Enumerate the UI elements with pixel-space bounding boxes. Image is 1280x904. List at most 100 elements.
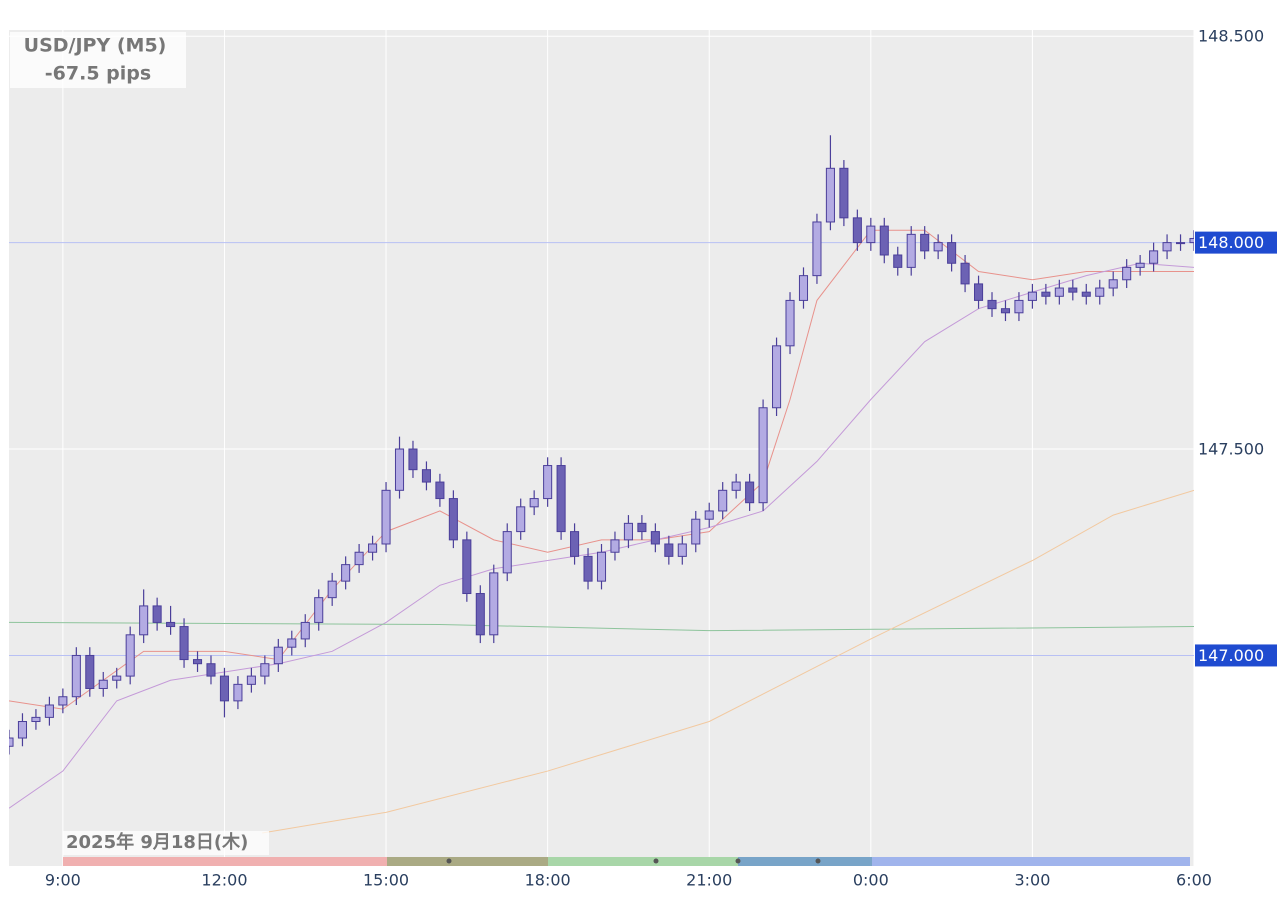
candle-body bbox=[1122, 266, 1132, 281]
candle-body bbox=[9, 737, 14, 747]
chart-subtitle: -67.5 pips bbox=[45, 63, 151, 85]
x-tick-label: 15:00 bbox=[363, 871, 409, 890]
candle-body bbox=[745, 481, 755, 504]
candle-body bbox=[300, 621, 310, 640]
candle-body bbox=[677, 543, 687, 557]
candle-body bbox=[179, 626, 189, 661]
candle-body bbox=[543, 465, 553, 500]
candle-body bbox=[637, 522, 647, 533]
candle-body bbox=[31, 716, 41, 723]
candle-body bbox=[435, 481, 445, 500]
candle-body bbox=[448, 498, 458, 541]
candle-body bbox=[610, 539, 620, 553]
session bbox=[548, 857, 738, 866]
candle-body bbox=[125, 634, 135, 677]
candle-body bbox=[341, 564, 351, 582]
y-tick-highlight bbox=[1195, 231, 1277, 254]
candle-body bbox=[381, 489, 391, 545]
candle-body bbox=[866, 225, 876, 244]
candle-body bbox=[583, 555, 593, 582]
session-dot bbox=[653, 858, 659, 864]
y-tick-highlight bbox=[1195, 644, 1277, 667]
candle-body bbox=[516, 506, 526, 533]
candle-body bbox=[529, 498, 539, 508]
candle-body bbox=[893, 254, 903, 268]
session bbox=[872, 857, 1190, 866]
candle-body bbox=[974, 283, 984, 301]
candle-body bbox=[1108, 279, 1118, 289]
candle-body bbox=[489, 572, 499, 636]
candle-body bbox=[664, 543, 674, 557]
session bbox=[738, 857, 872, 866]
candle-body bbox=[1041, 291, 1051, 297]
candle-body bbox=[139, 605, 149, 636]
candle-body bbox=[112, 675, 122, 681]
candle-body bbox=[421, 469, 431, 483]
candle-body bbox=[368, 543, 378, 553]
candle-body bbox=[704, 510, 714, 520]
candle-body bbox=[1162, 242, 1172, 252]
x-tick-label: 9:00 bbox=[45, 871, 81, 890]
x-tick-label: 18:00 bbox=[525, 871, 571, 890]
candle-body bbox=[933, 242, 943, 252]
x-tick-label: 6:00 bbox=[1176, 871, 1212, 890]
candle-body bbox=[879, 225, 889, 256]
session-dot bbox=[815, 858, 821, 864]
candle-body bbox=[731, 481, 741, 491]
y-tick-label: 148.500 bbox=[1198, 27, 1264, 46]
x-tick-label: 3:00 bbox=[1014, 871, 1050, 890]
candle-body bbox=[233, 683, 243, 702]
candle-body bbox=[1068, 287, 1078, 293]
candle-body bbox=[570, 531, 580, 557]
candle-body bbox=[772, 345, 782, 409]
candle-body bbox=[462, 539, 472, 595]
candle-body bbox=[246, 675, 256, 685]
candle-body bbox=[260, 663, 270, 677]
chart-title: USD/JPY (M5) bbox=[24, 35, 167, 57]
candle-body bbox=[1000, 308, 1011, 314]
session-dot bbox=[446, 858, 452, 864]
candle-body bbox=[394, 448, 405, 491]
candle-body bbox=[1027, 291, 1037, 301]
candle-body bbox=[85, 654, 95, 689]
y-tick-label: 147.500 bbox=[1198, 440, 1264, 459]
candle-body bbox=[17, 721, 28, 739]
candle-body bbox=[44, 704, 54, 718]
candle-body bbox=[475, 593, 485, 636]
candle-body bbox=[852, 217, 862, 244]
moving-average bbox=[262, 489, 1194, 834]
candle-body bbox=[987, 299, 997, 310]
candle-body bbox=[206, 663, 216, 677]
candle-body bbox=[1175, 242, 1186, 245]
candle-body bbox=[502, 531, 512, 574]
candle-body bbox=[556, 465, 566, 533]
candle-body bbox=[354, 551, 364, 566]
date-box bbox=[63, 831, 269, 855]
candle-body bbox=[758, 407, 768, 504]
session-bar bbox=[63, 857, 1190, 866]
candle-body bbox=[906, 233, 916, 268]
candle-body bbox=[1054, 287, 1064, 297]
candle-body bbox=[152, 605, 162, 623]
moving-average bbox=[9, 621, 1194, 632]
candle-body bbox=[960, 262, 970, 285]
candle-body bbox=[1149, 250, 1159, 264]
candle-body bbox=[1189, 237, 1194, 244]
candle-body bbox=[839, 167, 849, 219]
candle-body bbox=[219, 675, 229, 702]
x-tick-label: 12:00 bbox=[201, 871, 247, 890]
candle-body bbox=[408, 448, 418, 471]
candle-body bbox=[718, 489, 728, 512]
candle-body bbox=[1135, 262, 1145, 268]
candle-body bbox=[1014, 299, 1024, 314]
candle-body bbox=[98, 679, 108, 689]
candle-body bbox=[798, 275, 809, 301]
candle-body bbox=[327, 580, 337, 599]
session bbox=[63, 857, 387, 866]
plot-background bbox=[9, 30, 1194, 866]
candle-body bbox=[785, 299, 795, 347]
session-dot bbox=[735, 858, 741, 864]
y-tick-label: 147.000 bbox=[1198, 646, 1264, 665]
